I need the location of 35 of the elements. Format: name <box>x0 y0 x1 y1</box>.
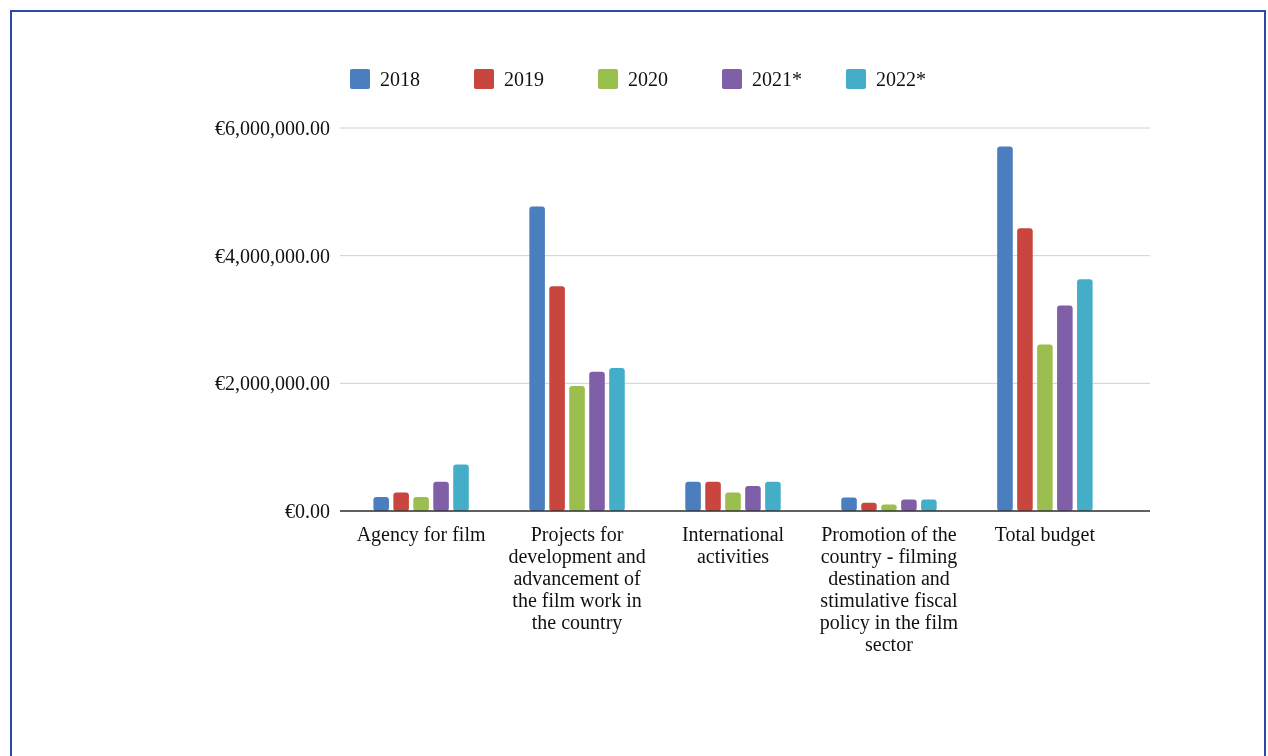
bar <box>1077 279 1093 511</box>
bar <box>529 206 545 511</box>
legend-label: 2022* <box>876 68 926 90</box>
bar <box>685 481 701 511</box>
bar <box>373 496 389 511</box>
bar <box>841 497 857 511</box>
y-tick-label: €0.00 <box>285 500 330 522</box>
x-tick-label: International activities <box>681 523 785 567</box>
bar <box>569 385 585 511</box>
x-tick-label: Projects for development and advancement of the film work in the country <box>508 523 646 634</box>
bar <box>1057 305 1073 511</box>
bar <box>725 492 741 511</box>
bar <box>433 481 449 511</box>
bar <box>413 496 429 511</box>
bar <box>997 146 1013 511</box>
bar <box>453 464 469 511</box>
legend-label: 2021* <box>752 68 802 90</box>
y-tick-label: €6,000,000.00 <box>215 117 330 139</box>
bar <box>745 486 761 511</box>
y-tick-label: €4,000,000.00 <box>215 244 330 267</box>
bar <box>1037 344 1053 511</box>
legend-label: 2020 <box>628 68 668 90</box>
x-tick-label: Total budget <box>994 523 1096 546</box>
x-tick-label: Promotion of the country - filming destination and stimulative fiscal policy in the film sector <box>819 523 959 655</box>
bar <box>393 492 409 511</box>
legend-label: 2018 <box>380 68 420 90</box>
bar <box>765 481 781 511</box>
bar <box>589 371 605 511</box>
x-tick-label: Agency for film <box>356 523 486 546</box>
legend-label: 2019 <box>504 68 544 90</box>
bar <box>1017 228 1033 511</box>
bar <box>705 481 721 511</box>
bar <box>549 286 565 511</box>
bar <box>609 368 625 511</box>
y-tick-label: €2,000,000.00 <box>215 372 330 395</box>
